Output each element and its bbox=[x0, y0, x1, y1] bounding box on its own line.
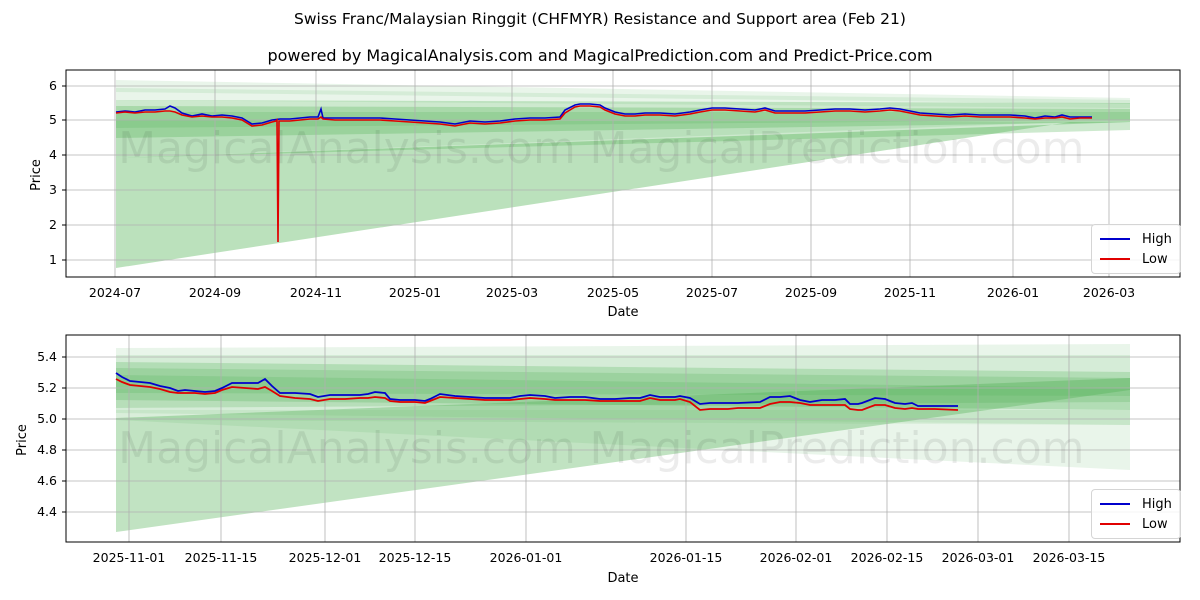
top-high-line bbox=[115, 103, 1092, 125]
svg-text:2026-01-01: 2026-01-01 bbox=[490, 550, 563, 565]
watermark-analysis-2: MagicalAnalysis.com bbox=[118, 423, 576, 474]
svg-text:6: 6 bbox=[49, 78, 57, 93]
svg-text:2024-09: 2024-09 bbox=[189, 285, 241, 300]
bottom-high-line bbox=[115, 372, 958, 407]
top-x-label: Date bbox=[607, 305, 638, 320]
chart-subtitle: powered by MagicalAnalysis.com and Magic… bbox=[267, 46, 933, 65]
top-bands bbox=[116, 80, 1130, 268]
svg-text:1: 1 bbox=[49, 252, 57, 267]
svg-text:2025-05: 2025-05 bbox=[587, 285, 639, 300]
low-line-swatch-icon bbox=[1100, 258, 1130, 260]
svg-text:5.0: 5.0 bbox=[37, 411, 57, 426]
legend-item-low: Low bbox=[1100, 249, 1172, 269]
svg-text:2026-03-15: 2026-03-15 bbox=[1033, 550, 1106, 565]
svg-text:2026-01-15: 2026-01-15 bbox=[650, 550, 723, 565]
svg-text:5.2: 5.2 bbox=[37, 380, 57, 395]
top-chart: MagicalAnalysis.com MagicalPrediction.co… bbox=[29, 69, 1181, 320]
bottom-bands bbox=[116, 344, 1130, 532]
bottom-low-line bbox=[115, 378, 959, 411]
svg-text:2026-03-01: 2026-03-01 bbox=[942, 550, 1015, 565]
svg-text:4.8: 4.8 bbox=[37, 442, 57, 457]
top-grid bbox=[66, 70, 1180, 277]
bottom-legend: High Low bbox=[1091, 489, 1181, 539]
legend-item-high: High bbox=[1100, 494, 1172, 514]
svg-text:2025-11-15: 2025-11-15 bbox=[185, 550, 258, 565]
svg-text:2025-01: 2025-01 bbox=[389, 285, 441, 300]
low-line-swatch-icon bbox=[1100, 523, 1130, 525]
legend-item-high: High bbox=[1100, 229, 1172, 249]
svg-text:2024-11: 2024-11 bbox=[290, 285, 342, 300]
top-y-label: Price bbox=[29, 159, 44, 191]
chart-title: Swiss Franc/Malaysian Ringgit (CHFMYR) R… bbox=[294, 10, 906, 28]
svg-text:2: 2 bbox=[49, 217, 57, 232]
bottom-y-ticks: 4.4 4.6 4.8 5.0 5.2 5.4 bbox=[37, 349, 66, 519]
svg-text:4: 4 bbox=[49, 147, 57, 162]
svg-text:2026-03: 2026-03 bbox=[1083, 285, 1135, 300]
svg-text:2025-12-01: 2025-12-01 bbox=[289, 550, 362, 565]
svg-text:3: 3 bbox=[49, 182, 57, 197]
svg-text:2025-12-15: 2025-12-15 bbox=[379, 550, 452, 565]
svg-text:2026-02-01: 2026-02-01 bbox=[760, 550, 833, 565]
top-y-ticks: 1 2 3 4 5 6 bbox=[49, 78, 66, 267]
svg-text:2025-11-01: 2025-11-01 bbox=[93, 550, 166, 565]
top-axes-frame bbox=[65, 69, 1181, 278]
legend-item-low: Low bbox=[1100, 514, 1172, 534]
watermark-analysis: MagicalAnalysis.com bbox=[118, 123, 576, 174]
svg-text:2026-02-15: 2026-02-15 bbox=[851, 550, 924, 565]
bottom-chart: MagicalAnalysis.com MagicalPrediction.co… bbox=[15, 334, 1181, 586]
bottom-axes-frame bbox=[65, 334, 1181, 543]
svg-text:2026-01: 2026-01 bbox=[987, 285, 1039, 300]
svg-text:2025-03: 2025-03 bbox=[486, 285, 538, 300]
bottom-x-label: Date bbox=[607, 571, 638, 586]
bottom-x-ticks: 2025-11-01 2025-11-15 2025-12-01 2025-12… bbox=[93, 550, 1106, 565]
high-line-swatch-icon bbox=[1100, 238, 1130, 240]
watermark-prediction: MagicalPrediction.com bbox=[590, 123, 1085, 174]
top-low-line bbox=[115, 105, 1092, 243]
svg-text:2024-07: 2024-07 bbox=[89, 285, 141, 300]
top-legend: High Low bbox=[1091, 224, 1181, 274]
svg-text:4.6: 4.6 bbox=[37, 473, 57, 488]
svg-text:4.4: 4.4 bbox=[37, 504, 57, 519]
top-x-ticks: 2024-07 2024-09 2024-11 2025-01 2025-03 … bbox=[89, 285, 1135, 300]
svg-text:2025-09: 2025-09 bbox=[785, 285, 837, 300]
bottom-y-label: Price bbox=[15, 424, 30, 456]
svg-text:5.4: 5.4 bbox=[37, 349, 57, 364]
svg-text:2025-07: 2025-07 bbox=[686, 285, 738, 300]
svg-text:2025-11: 2025-11 bbox=[884, 285, 936, 300]
svg-text:5: 5 bbox=[49, 112, 57, 127]
high-line-swatch-icon bbox=[1100, 503, 1130, 505]
watermark-prediction-2: MagicalPrediction.com bbox=[590, 423, 1085, 474]
